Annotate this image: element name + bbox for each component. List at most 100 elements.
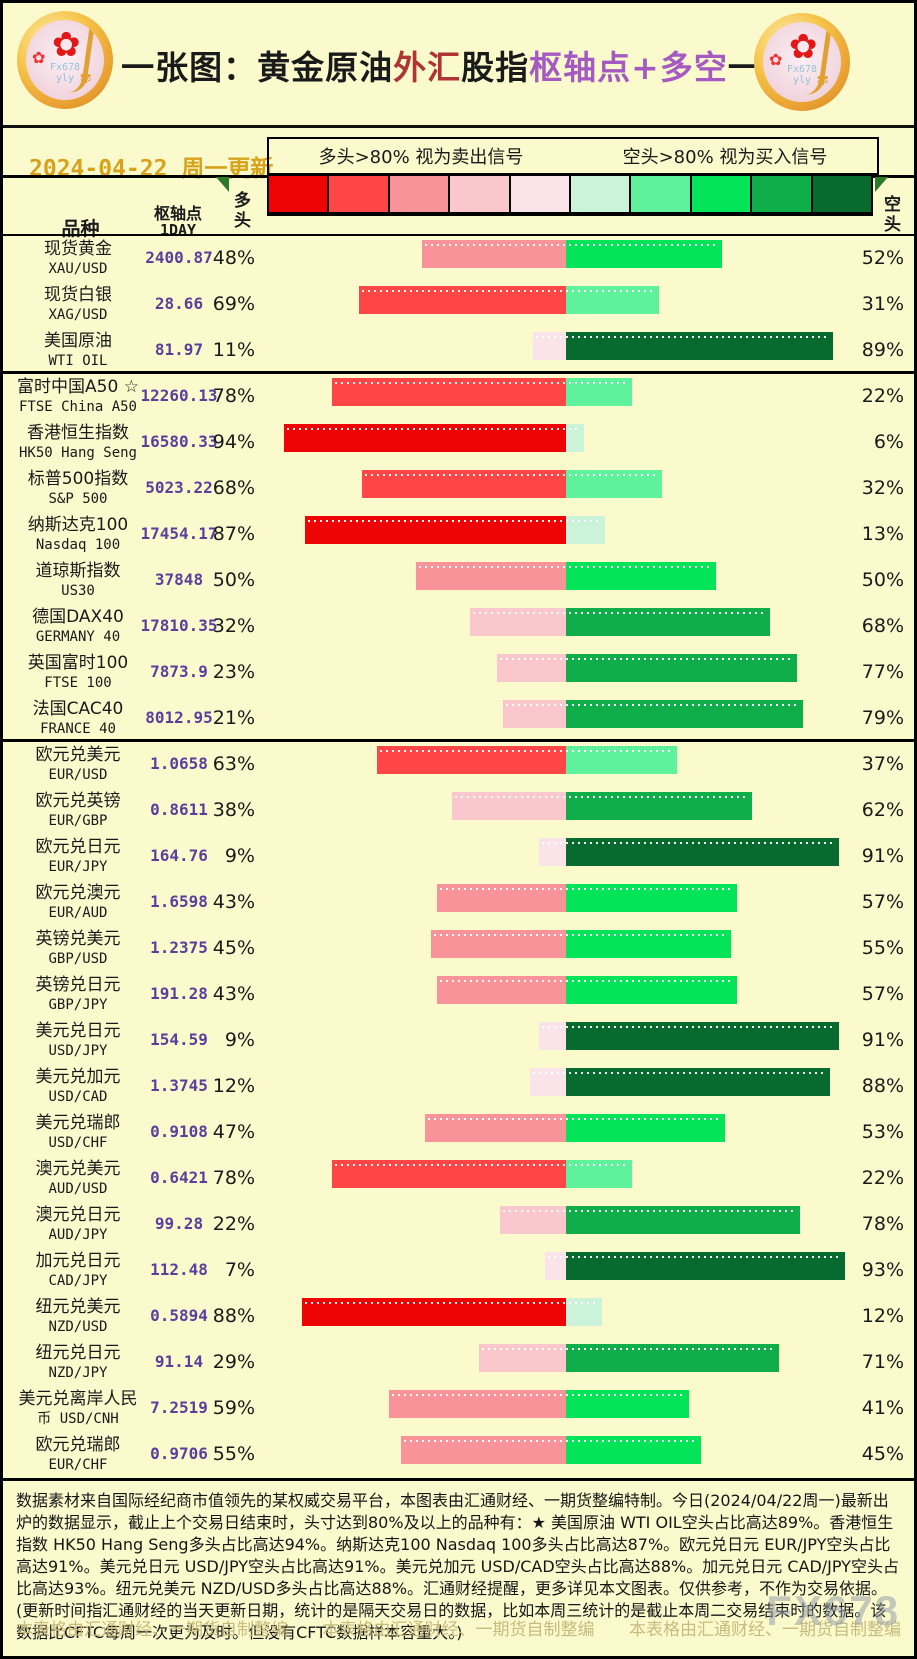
long-short-bar (530, 1068, 830, 1096)
short-bar-segment (566, 608, 770, 636)
long-bar-segment (422, 240, 566, 268)
table-row: 现货白银 XAG/USD 28.66 69% 31% (3, 282, 914, 328)
short-bar-segment (566, 700, 803, 728)
long-percent: 55% (212, 1443, 255, 1465)
table-row: 道琼斯指数 US30 37848 50% 50% (3, 558, 914, 604)
long-short-bar (362, 470, 662, 498)
table-row: 英镑兑日元 GBP/JPY 191.28 43% 57% (3, 972, 914, 1018)
long-percent: 29% (212, 1351, 255, 1373)
long-short-bar (497, 654, 797, 682)
long-short-bar (533, 332, 833, 360)
product-name-cn: 现货白银 (44, 285, 112, 305)
long-bar-segment (305, 516, 566, 544)
scale-swatch (450, 176, 511, 212)
short-bar-segment (566, 930, 731, 958)
long-short-bar (545, 1252, 845, 1280)
product-name-cn: 澳元兑日元 (35, 1205, 121, 1225)
column-header-short: 空头 (880, 195, 900, 235)
long-bar-segment (470, 608, 566, 636)
product-code: S&P 500 (48, 491, 108, 507)
product-name-cn: 欧元兑日元 (35, 837, 121, 857)
product-name: 欧元兑英镑 EUR/GBP (5, 790, 151, 831)
long-bar-segment (416, 562, 566, 590)
table-row: 美元兑日元 USD/JPY 154.59 9% 91% (3, 1018, 914, 1064)
long-bar-segment (530, 1068, 566, 1096)
product-name: 纽元兑日元 NZD/JPY (5, 1342, 151, 1383)
short-bar-segment (566, 378, 632, 406)
long-short-bar (422, 240, 722, 268)
table-row: 美元兑加元 USD/CAD 1.3745 12% 88% (3, 1064, 914, 1110)
long-short-bar (470, 608, 770, 636)
long-percent: 88% (212, 1305, 255, 1327)
product-name-cn: 澳元兑美元 (35, 1159, 121, 1179)
product-code: EUR/USD (48, 767, 108, 783)
table-row: 澳元兑美元 AUD/USD 0.6421 78% 22% (3, 1156, 914, 1202)
product-name: 纳斯达克100 Nasdaq 100 (5, 514, 151, 555)
product-code: WTI OIL (48, 353, 108, 369)
short-percent: 13% (861, 523, 904, 545)
scale-swatch (269, 176, 330, 212)
short-percent: 31% (861, 293, 904, 315)
scale-swatch (571, 176, 632, 212)
product-name: 标普500指数 S&P 500 (5, 468, 151, 509)
product-code: EUR/CHF (48, 1457, 108, 1473)
product-code: FRANCE 40 (40, 721, 116, 737)
long-percent: 78% (212, 385, 255, 407)
pivot-value: 8012.95 (145, 708, 213, 727)
table-row: 英国富时100 FTSE 100 7873.9 23% 77% (3, 650, 914, 696)
title-segment: 枢轴点+多空 (529, 48, 728, 87)
table-row: 欧元兑英镑 EUR/GBP 0.8611 38% 62% (3, 788, 914, 834)
pivot-value: 0.6421 (150, 1168, 208, 1187)
long-short-bar (539, 1022, 839, 1050)
product-code: Nasdaq 100 (35, 537, 121, 553)
product-name: 德国DAX40 GERMANY 40 (5, 606, 151, 647)
long-short-bar (500, 1206, 800, 1234)
logo-flower-icon: ✿ ✿ ✾ Fx678 yly (26, 20, 104, 100)
logo-watermark: Fx678 yly (786, 64, 818, 86)
long-bar-segment (332, 378, 566, 406)
long-percent: 94% (212, 431, 255, 453)
long-short-bar (479, 1344, 779, 1372)
table-row: 澳元兑日元 AUD/JPY 99.28 22% 78% (3, 1202, 914, 1248)
table-row: 加元兑日元 CAD/JPY 112.48 7% 93% (3, 1248, 914, 1294)
product-name-cn: 欧元兑瑞郎 (35, 1435, 121, 1455)
product-name: 美元兑日元 USD/JPY (5, 1020, 151, 1061)
product-code: FTSE 100 (44, 675, 112, 691)
table-row: 法国CAC40 FRANCE 40 8012.95 21% 79% (3, 696, 914, 742)
long-short-bar (389, 1390, 689, 1418)
short-percent: 53% (861, 1121, 904, 1143)
long-percent: 12% (212, 1075, 255, 1097)
product-name-cn: 纽元兑美元 (35, 1297, 121, 1317)
product-name: 现货黄金 XAU/USD (5, 238, 151, 279)
long-bar-segment (452, 792, 566, 820)
product-name-cn: 道琼斯指数 (35, 561, 121, 581)
credit-left: 本表格由汇通财经、一期货自制整编 (16, 1620, 288, 1640)
product-name-cn: 英镑兑美元 (35, 929, 121, 949)
short-bar-segment (566, 1436, 701, 1464)
table-row: 欧元兑日元 EUR/JPY 164.76 9% 91% (3, 834, 914, 880)
product-name-cn: 英镑兑日元 (35, 975, 121, 995)
pivot-value: 154.59 (150, 1030, 208, 1049)
short-bar-segment (566, 838, 839, 866)
pivot-value: 0.8611 (150, 800, 208, 819)
column-header-long: 多头 (230, 191, 250, 231)
long-percent: 78% (212, 1167, 255, 1189)
long-bar-segment (503, 700, 566, 728)
long-percent: 50% (212, 569, 255, 591)
scale-swatch (510, 176, 572, 212)
scale-swatch (389, 176, 451, 212)
short-bar-segment (566, 1160, 632, 1188)
short-bar-segment (566, 1114, 725, 1142)
title-segment: 股指 (461, 48, 530, 87)
pivot-value: 7873.9 (150, 662, 208, 681)
short-percent: 32% (861, 477, 904, 499)
table-row: 纽元兑日元 NZD/JPY 91.14 29% 71% (3, 1340, 914, 1386)
credit-right: 本表格由汇通财经、一期货自制整编 (629, 1620, 901, 1640)
long-short-bar (332, 378, 632, 406)
long-short-bar (431, 930, 731, 958)
table-row: 标普500指数 S&P 500 5023.22 68% 32% (3, 466, 914, 512)
product-code: US30 (61, 583, 95, 599)
long-bar-segment (359, 286, 566, 314)
short-percent: 45% (861, 1443, 904, 1465)
